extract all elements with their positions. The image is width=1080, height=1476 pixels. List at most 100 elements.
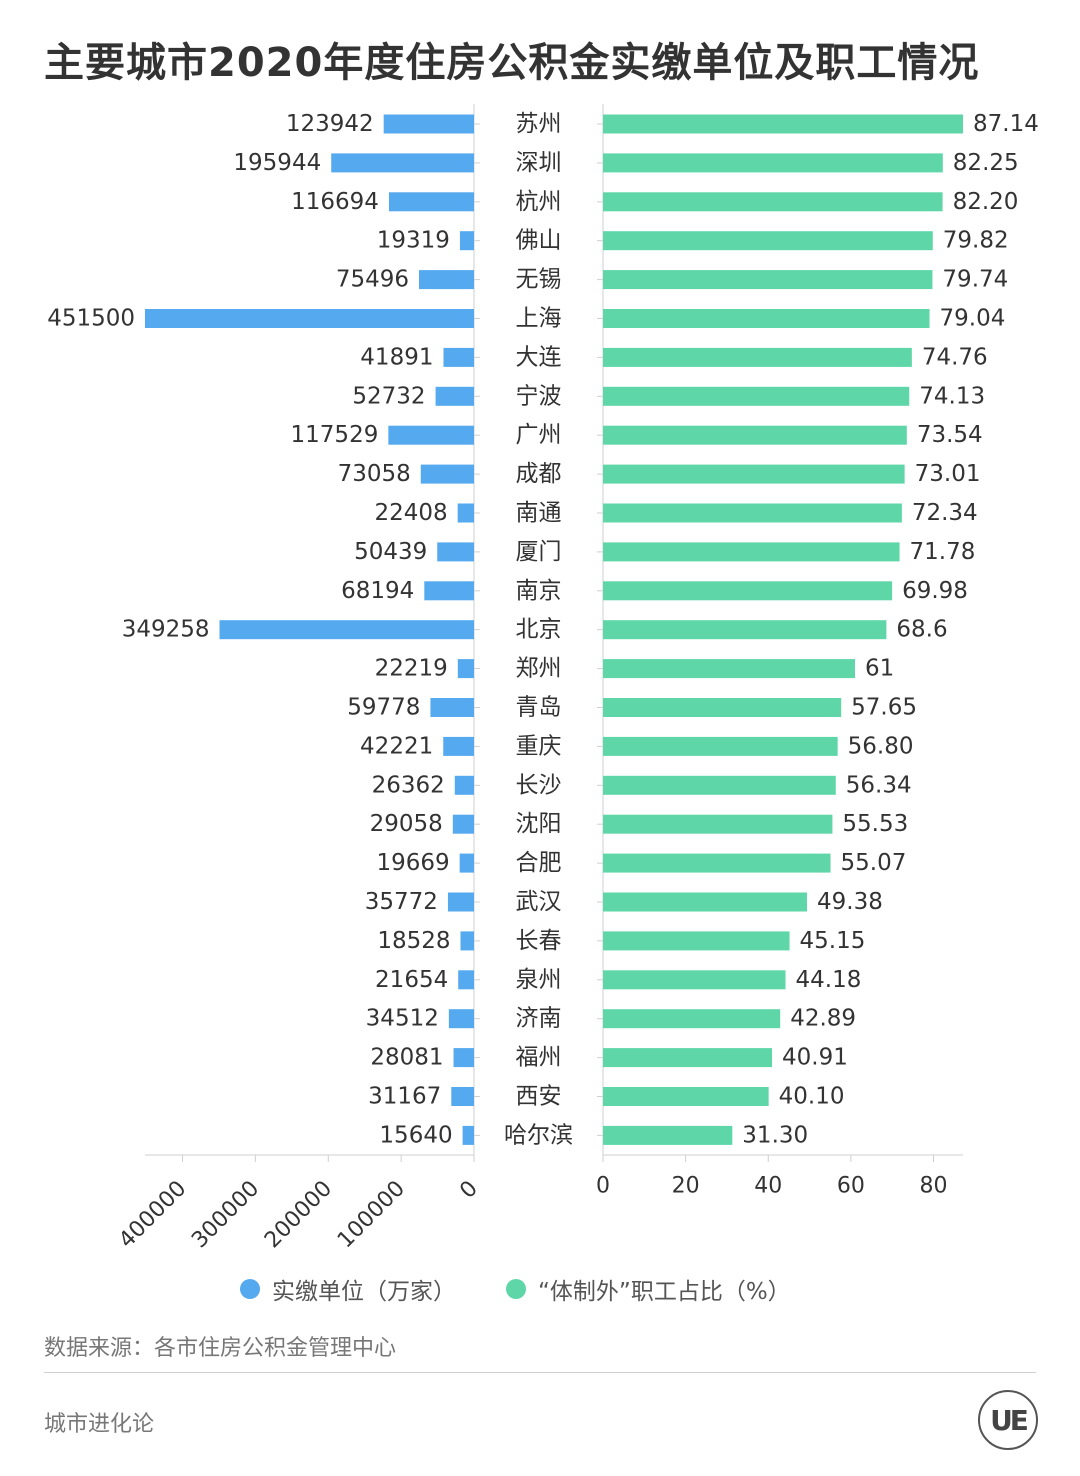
left-bar bbox=[447, 892, 474, 912]
left-bar-value-label: 50439 bbox=[354, 539, 427, 565]
right-bar-value-label: 69.98 bbox=[902, 578, 968, 604]
left-bar bbox=[418, 270, 474, 290]
category-label: 深圳 bbox=[516, 150, 562, 176]
right-bar-value-label: 79.82 bbox=[943, 228, 1009, 254]
right-bar-value-label: 68.6 bbox=[896, 617, 947, 643]
category-label: 泉州 bbox=[516, 967, 562, 993]
right-bar-value-label: 55.07 bbox=[841, 850, 907, 876]
left-bar bbox=[443, 347, 474, 367]
category-label: 西安 bbox=[516, 1084, 562, 1110]
left-bar-value-label: 34512 bbox=[366, 1006, 439, 1032]
left-bar bbox=[459, 853, 474, 873]
right-bar-value-label: 79.74 bbox=[942, 267, 1008, 293]
category-label: 无锡 bbox=[516, 267, 562, 293]
left-bar-value-label: 195944 bbox=[233, 150, 321, 176]
right-bar bbox=[603, 192, 943, 212]
left-bar-value-label: 41891 bbox=[360, 344, 433, 370]
right-bar bbox=[603, 270, 933, 290]
left-bar-value-label: 26362 bbox=[372, 772, 445, 798]
left-bar bbox=[457, 503, 474, 523]
right-axis-tick-label: 60 bbox=[837, 1174, 865, 1199]
left-bar bbox=[437, 542, 474, 562]
left-bar-value-label: 19319 bbox=[377, 228, 450, 254]
right-bar-value-label: 79.04 bbox=[940, 306, 1006, 332]
left-bar-value-label: 451500 bbox=[47, 306, 135, 332]
left-axis-tick-label: 100000 bbox=[333, 1176, 410, 1253]
right-bar-value-label: 44.18 bbox=[796, 967, 862, 993]
right-bar-value-label: 40.91 bbox=[782, 1045, 848, 1071]
left-bar bbox=[460, 931, 474, 951]
right-bar bbox=[603, 659, 856, 679]
left-bar bbox=[383, 114, 474, 134]
left-bar bbox=[451, 1087, 474, 1106]
left-bar bbox=[452, 814, 474, 834]
category-label: 南通 bbox=[516, 500, 562, 526]
category-label: 沈阳 bbox=[516, 811, 562, 837]
category-label: 重庆 bbox=[516, 733, 562, 759]
right-bar bbox=[603, 736, 838, 756]
right-bar bbox=[603, 581, 893, 601]
left-bar-value-label: 123942 bbox=[286, 111, 374, 137]
legend-label-right: “体制外”职工占比（%） bbox=[538, 1279, 791, 1305]
left-bar bbox=[448, 1009, 474, 1029]
category-label: 宁波 bbox=[516, 383, 562, 409]
left-bar-value-label: 116694 bbox=[291, 189, 379, 215]
legend-item-right[interactable]: “体制外”职工占比（%） bbox=[506, 1272, 791, 1306]
category-label: 郑州 bbox=[516, 656, 562, 682]
right-bar-value-label: 82.20 bbox=[953, 189, 1019, 215]
category-label: 福州 bbox=[516, 1045, 562, 1071]
category-label: 济南 bbox=[516, 1006, 562, 1032]
left-bar-value-label: 29058 bbox=[370, 811, 443, 837]
category-label: 大连 bbox=[516, 344, 562, 370]
brand-name: 城市进化论 bbox=[44, 1412, 155, 1437]
category-label: 杭州 bbox=[516, 189, 562, 215]
right-bar bbox=[603, 1009, 781, 1029]
right-bar bbox=[603, 1125, 733, 1145]
category-label: 哈尔滨 bbox=[504, 1122, 573, 1148]
right-bar bbox=[603, 464, 905, 484]
left-bar bbox=[458, 970, 474, 990]
left-bar-value-label: 117529 bbox=[291, 422, 379, 448]
left-bar-value-label: 22408 bbox=[374, 500, 447, 526]
left-bar bbox=[424, 581, 474, 601]
left-bar-value-label: 15640 bbox=[379, 1122, 452, 1148]
left-bar bbox=[219, 620, 474, 640]
left-bar bbox=[462, 1125, 474, 1145]
left-bar-value-label: 349258 bbox=[122, 617, 210, 643]
legend-marker-right bbox=[506, 1279, 526, 1299]
right-axis-tick-label: 80 bbox=[920, 1174, 948, 1199]
left-axis-tick-label: 300000 bbox=[187, 1176, 264, 1253]
legend-item-left[interactable]: 实缴单位（万家） bbox=[240, 1272, 456, 1306]
chart-title: 主要城市2020年度住房公积金实缴单位及职工情况 bbox=[44, 40, 980, 86]
left-bar-value-label: 59778 bbox=[347, 695, 420, 721]
right-bar-value-label: 42.89 bbox=[790, 1006, 856, 1032]
left-bar-value-label: 28081 bbox=[370, 1045, 443, 1071]
right-bar bbox=[603, 542, 900, 562]
left-bar-value-label: 42221 bbox=[360, 733, 433, 759]
right-bar bbox=[603, 425, 907, 445]
right-bar-value-label: 40.10 bbox=[779, 1084, 845, 1110]
right-bar-value-label: 87.14 bbox=[973, 111, 1039, 137]
right-bar-value-label: 74.76 bbox=[922, 344, 988, 370]
butterfly-bar-chart: 123942 87.14 苏州 195944 82.25 深圳 116694 82.20 杭州 1… bbox=[47, 104, 1039, 1253]
right-bar bbox=[603, 153, 943, 173]
right-bar bbox=[603, 931, 790, 951]
right-axis-tick-label: 40 bbox=[754, 1174, 782, 1199]
right-axis-tick-label: 0 bbox=[596, 1174, 610, 1199]
left-bar bbox=[145, 309, 474, 328]
right-bar bbox=[603, 620, 887, 640]
right-bar bbox=[603, 1087, 769, 1106]
left-axis-tick-label: 0 bbox=[455, 1176, 483, 1204]
left-bar-value-label: 18528 bbox=[377, 928, 450, 954]
right-bar-value-label: 71.78 bbox=[910, 539, 976, 565]
left-bar-value-label: 73058 bbox=[338, 461, 411, 487]
legend-marker-left bbox=[240, 1279, 260, 1299]
left-bar bbox=[388, 192, 474, 212]
left-bar bbox=[454, 775, 474, 795]
legend-label-left: 实缴单位（万家） bbox=[272, 1279, 456, 1305]
left-axis-tick-label: 200000 bbox=[260, 1176, 337, 1253]
category-label: 广州 bbox=[516, 422, 562, 448]
brand-logo-icon: UE bbox=[978, 1390, 1038, 1450]
right-bar bbox=[603, 114, 963, 134]
left-bar-value-label: 21654 bbox=[375, 967, 448, 993]
